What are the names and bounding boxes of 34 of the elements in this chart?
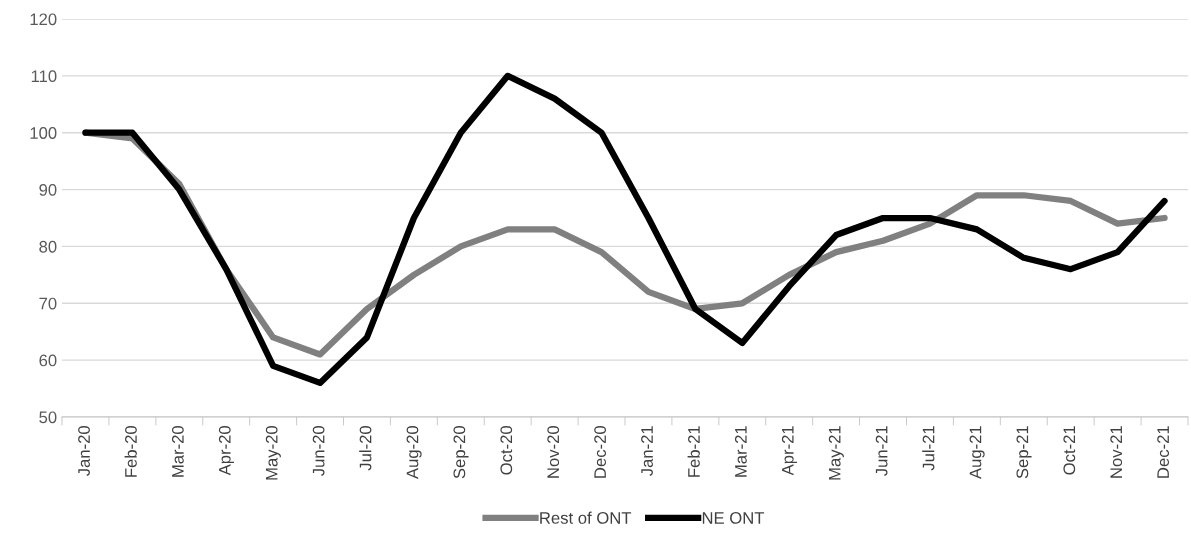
legend-label: Rest of ONT <box>540 511 632 524</box>
x-tick-label: Mar-21 <box>734 426 747 477</box>
x-tick-label: Mar-20 <box>171 425 184 477</box>
x-tick-label: Oct-20 <box>500 425 513 475</box>
y-tick-label: 70 <box>39 297 57 310</box>
x-tick-label: Feb-20 <box>124 425 137 477</box>
x-tick-label: Dec-20 <box>594 425 607 478</box>
x-tick-label: Nov-21 <box>1110 426 1123 478</box>
x-tick-label: Oct-21 <box>1063 426 1076 475</box>
x-tick-label: Jun-20 <box>312 425 325 477</box>
x-tick-label: Apr-21 <box>781 426 797 476</box>
y-tick-label: 80 <box>39 240 57 253</box>
x-tick-label: Aug-21 <box>969 426 985 480</box>
x-tick-label: May-21 <box>828 426 844 480</box>
x-tick-label: Aug-20 <box>406 425 422 480</box>
x-tick-label: Dec-21 <box>1157 426 1170 478</box>
x-tick-label: May-20 <box>265 425 281 480</box>
y-tick-label: 100 <box>30 127 57 139</box>
y-tick-label: 120 <box>30 13 57 26</box>
y-tick-label: 90 <box>39 183 57 196</box>
y-tick-label: 60 <box>39 354 57 367</box>
x-tick-label: Jul-21 <box>922 426 935 471</box>
x-tick-label: Sep-20 <box>453 425 469 479</box>
x-tick-label: Jul-20 <box>359 425 372 471</box>
x-tick-label: Feb-21 <box>687 426 700 477</box>
y-tick-label: 50 <box>39 411 57 424</box>
x-tick-label: Jun-21 <box>875 426 888 477</box>
x-tick-label: Jan-21 <box>641 426 653 477</box>
x-tick-label: Jan-20 <box>78 425 90 477</box>
x-tick-label: Nov-20 <box>547 425 560 478</box>
legend-label: NE ONT <box>702 512 765 524</box>
y-tick-label: 110 <box>31 70 57 83</box>
x-tick-label: Sep-21 <box>1016 426 1032 479</box>
x-tick-label: Apr-20 <box>218 425 234 476</box>
